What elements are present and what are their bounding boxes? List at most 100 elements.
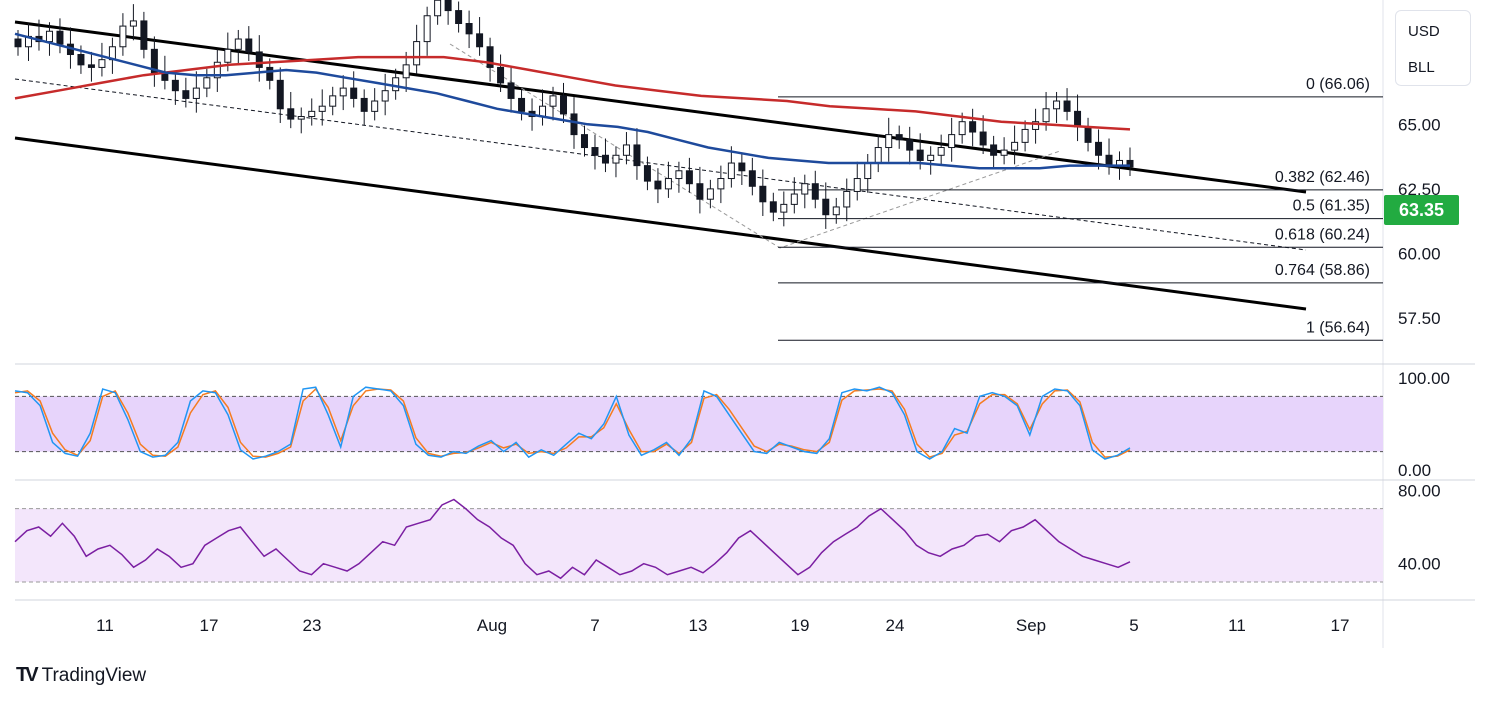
time-tick-label: 13 [689,616,708,635]
candle-body [1011,141,1019,151]
candle-body [790,193,798,205]
stoch-d-line [14,387,1131,458]
candle-body [444,0,452,12]
candle-body [507,82,515,99]
candle-body [832,206,840,216]
candle-body [297,116,305,120]
candle-body [633,144,641,167]
stoch-k-line [14,386,1131,460]
candle-body [958,121,966,136]
candle-body [434,0,442,17]
fib-level-label: 0.764 (58.86) [1275,262,1370,279]
candle-body [486,46,494,68]
candle-body [895,134,903,141]
stoch-tick-label: 100.00 [1398,369,1450,388]
candle-body [560,95,568,115]
sma-slow-line [14,55,1131,131]
candle-body [371,100,379,112]
candle-body [549,95,557,107]
candle-body [1032,121,1040,130]
candle-body [56,30,64,45]
candle-body [948,134,956,149]
candle-body [77,54,85,66]
candle-body [696,183,704,200]
currency-label: USD [1408,23,1440,40]
price-tick-label: 57.50 [1398,309,1441,328]
channel-midline [14,78,1307,251]
candle-body [213,61,221,79]
price-tick-label: 65.00 [1398,115,1441,134]
fib-swing-line [449,43,1061,249]
candle-body [476,33,484,48]
time-tick-label: 17 [200,616,219,635]
candle-body [580,134,588,149]
candle-body [1074,110,1082,128]
tradingview-logo-icon: TV [16,664,38,686]
candle-body [885,134,893,149]
candle-body [203,77,211,89]
candle-body [1105,154,1113,167]
candle-body [874,147,882,164]
candle-body [990,144,998,156]
time-tick-label: 19 [791,616,810,635]
candle-body [759,185,767,203]
candle-body [979,131,987,146]
candle-body [287,108,295,120]
candle-body [276,79,284,110]
fib-level-label: 1 (56.64) [1306,319,1370,336]
candle-body [769,201,777,213]
candlesticks [14,0,1134,229]
candle-body [822,198,830,216]
current-price-badge: 63.35 [1384,195,1459,225]
candle-body [622,144,630,156]
candle-body [906,139,914,151]
candle-body [780,203,788,213]
time-tick-label: 24 [886,616,905,635]
candle-body [98,59,106,68]
candle-body [591,147,599,156]
candle-body [1053,100,1061,110]
fib-level-label: 0 (66.06) [1306,76,1370,93]
candle-body [150,48,158,74]
candle-body [423,15,431,43]
candle-body [717,178,725,190]
candle-body [234,38,242,50]
candle-body [811,183,819,200]
rsi-pane: 80.00 40.00 [14,481,1441,583]
candle-body [140,20,148,50]
rsi-tick-label: 40.00 [1398,555,1441,574]
candle-body [308,110,316,118]
price-tick-label: 62.50 [1398,180,1441,199]
candle-body [738,162,746,172]
candle-body [1042,108,1050,123]
candle-body [675,170,683,180]
candle-body [119,25,127,48]
symbol-box[interactable]: USD BLL [1395,10,1471,86]
candle-body [224,48,232,63]
time-tick-label: 17 [1331,616,1350,635]
candle-body [402,64,410,79]
sma-fast-line [14,32,1130,170]
brand-name: TradingView [41,664,147,686]
candle-body [937,147,945,156]
candle-body [45,30,53,43]
candle-body [339,87,347,97]
candle-body [518,97,526,112]
tradingview-brand[interactable]: TV TradingView [16,664,146,687]
candle-body [129,20,137,27]
time-tick-label: 11 [1228,616,1246,635]
candle-body [843,190,851,208]
fib-level-label: 0.618 (60.24) [1275,226,1370,243]
fib-level-label: 0.382 (62.46) [1275,169,1370,186]
time-tick-label: 5 [1129,616,1138,635]
candle-body [171,79,179,92]
candle-body [916,149,924,161]
candle-body [1021,128,1029,143]
rsi-band [15,508,1383,582]
candle-body [413,41,421,66]
candle-body [664,178,672,190]
time-tick-label: 11 [96,616,114,635]
price-tick-label: 60.00 [1398,244,1441,263]
